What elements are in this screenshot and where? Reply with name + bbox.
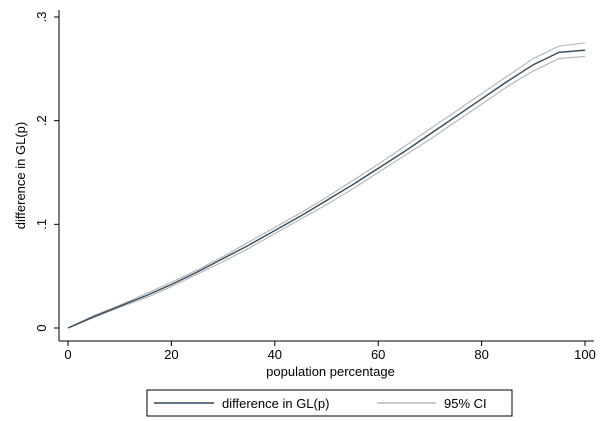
difference-line [67,49,586,329]
legend-label: difference in GL(p) [222,396,329,411]
legend: difference in GL(p) 95% CI [146,389,513,417]
y-axis-title: difference in GL(p) [13,122,28,229]
x-tick-label: 80 [474,347,488,362]
x-tick-label: 40 [268,347,282,362]
x-tick-label: 20 [164,347,178,362]
legend-label: 95% CI [444,396,487,411]
y-tick-label: .1 [34,219,49,230]
x-tick-label: 0 [64,347,71,362]
x-tick-label: 60 [371,347,385,362]
series-layer [67,42,586,329]
y-tick-label: .3 [34,12,49,23]
ci-line [67,55,586,329]
y-tick-label: 0 [34,324,49,331]
x-axis-title: population percentage [266,364,395,379]
ci-line [67,42,586,329]
y-tick-label: .2 [34,115,49,126]
axes: 0 20 40 60 80 100 0 .1 .2 .3 [34,10,596,362]
x-tick-label: 100 [574,347,596,362]
